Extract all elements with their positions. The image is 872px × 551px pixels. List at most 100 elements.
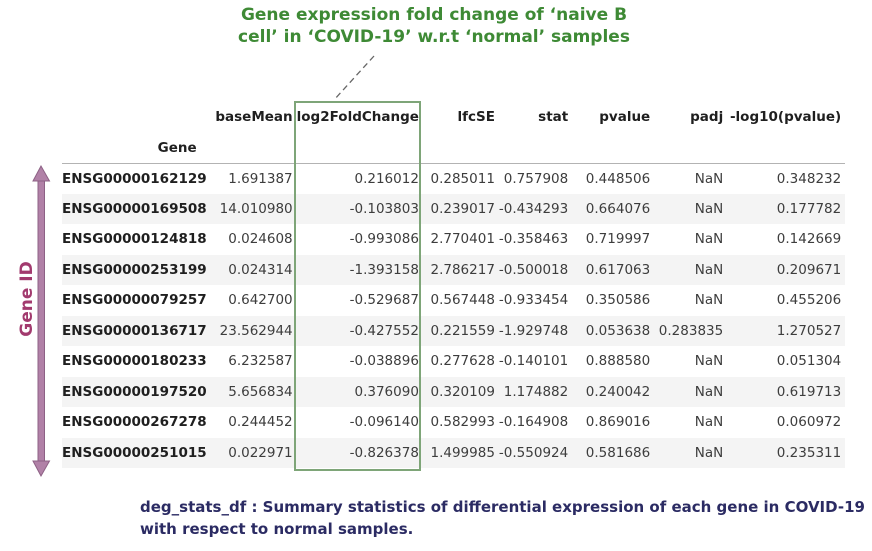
value-cell: -0.358463: [498, 231, 569, 248]
value-cell: 0.024608: [228, 231, 293, 248]
value-cell: -0.933454: [498, 292, 569, 309]
value-cell: -0.164908: [498, 414, 569, 431]
table-row: ENSG00000267278 0.244452 -0.096140 0.582993…: [62, 407, 845, 438]
value-cell: NaN: [694, 200, 724, 217]
value-cell: -1.393158: [349, 261, 419, 278]
value-cell: 0.448506: [585, 170, 651, 187]
value-cell: 0.285011: [430, 170, 495, 187]
value-cell: 0.581686: [585, 444, 651, 461]
value-cell: 0.209671: [776, 261, 842, 278]
gene-id-cell: ENSG00000136717: [62, 322, 207, 339]
table-row: ENSG00000162129 1.691387 0.216012 0.285011 0…: [62, 163, 845, 194]
value-cell: 0.177782: [776, 200, 842, 217]
table-row: ENSG00000197520 5.656834 0.376090 0.320109 1…: [62, 376, 846, 407]
figure-caption-line2: with respect to normal samples.: [140, 519, 414, 538]
value-cell: NaN: [694, 353, 724, 370]
value-cell: -0.103803: [349, 200, 419, 217]
table-row: ENSG00000169508 14.010980 -0.103803 0.23901…: [62, 193, 846, 224]
value-cell: -0.500018: [498, 261, 569, 278]
value-cell: 0.320109: [430, 383, 495, 400]
value-cell: 2.770401: [430, 231, 495, 248]
value-cell: 0.024314: [228, 261, 293, 278]
value-cell: 1.270527: [776, 322, 842, 339]
index-row-blank-cell: [422, 133, 499, 164]
column-header: pvalue: [599, 109, 651, 125]
annotation-title-line1: Gene expression fold change of ‘naive B: [240, 5, 628, 25]
table-body: ENSG00000162129 1.691387 0.216012 0.285011 0…: [62, 163, 846, 468]
gene-id-cell: ENSG00000079257: [62, 292, 207, 309]
value-cell: 0.619713: [776, 383, 842, 400]
index-row-blank-cell: [654, 133, 728, 164]
value-cell: 0.244452: [228, 414, 293, 431]
value-cell: NaN: [694, 414, 724, 431]
table-row: ENSG00000253199 0.024314 -1.393158 2.786217…: [62, 254, 846, 285]
value-cell: 0.719997: [585, 231, 651, 248]
value-cell: -0.993086: [349, 231, 419, 248]
value-cell: 0.567448: [430, 292, 495, 309]
value-cell: 0.216012: [354, 170, 419, 187]
column-header: padj: [690, 109, 724, 125]
table-row: ENSG00000180233 6.232587 -0.038896 0.277628…: [62, 346, 845, 377]
deg-stats-table: baseMean log2FoldChange lfcSE stat pvalue pad…: [62, 101, 846, 468]
figure-caption: deg_stats_df : Summary statistics of dif…: [140, 497, 870, 540]
column-header: lfcSE: [457, 109, 495, 125]
value-cell: -0.427552: [349, 322, 419, 339]
value-cell: 0.277628: [430, 353, 495, 370]
column-header: stat: [538, 109, 569, 125]
value-cell: 0.053638: [585, 322, 651, 339]
value-cell: 0.235311: [776, 444, 842, 461]
value-cell: 6.232587: [228, 353, 293, 370]
value-cell: 0.239017: [430, 200, 495, 217]
value-cell: -0.096140: [349, 414, 419, 431]
gene-id-cell: ENSG00000267278: [62, 414, 207, 431]
column-header: baseMean: [215, 109, 293, 125]
value-cell: -0.550924: [498, 444, 569, 461]
value-cell: 1.691387: [228, 170, 293, 187]
value-cell: 0.348232: [776, 170, 842, 187]
value-cell: 1.499985: [430, 444, 495, 461]
table-row: ENSG00000136717 23.562944 -0.427552 0.22155…: [62, 315, 846, 346]
value-cell: 0.142669: [776, 231, 842, 248]
table-index-name-row: Gene: [62, 133, 846, 164]
gene-id-cell: ENSG00000162129: [62, 170, 207, 187]
index-row-blank-cell: [727, 133, 846, 164]
gene-id-cell: ENSG00000253199: [62, 261, 207, 278]
value-cell: NaN: [694, 444, 724, 461]
gene-id-cell: ENSG00000180233: [62, 353, 207, 370]
value-cell: 0.757908: [503, 170, 569, 187]
column-header: log2FoldChange: [296, 109, 419, 125]
table-column-header-row: baseMean log2FoldChange lfcSE stat pvalue pad…: [62, 101, 845, 133]
value-cell: -1.929748: [498, 322, 569, 339]
value-cell: 14.010980: [219, 200, 293, 217]
value-cell: 5.656834: [228, 383, 293, 400]
value-cell: 0.240042: [585, 383, 651, 400]
index-name-cell: Gene: [62, 133, 211, 164]
value-cell: 0.022971: [228, 444, 293, 461]
index-row-blank-cell: [210, 133, 297, 164]
value-cell: 0.350586: [585, 292, 651, 309]
value-cell: 2.786217: [430, 261, 495, 278]
value-cell: 0.376090: [354, 383, 419, 400]
index-row-blank-cell: [296, 133, 423, 164]
value-cell: 0.888580: [585, 353, 651, 370]
value-cell: 0.617063: [585, 261, 651, 278]
value-cell: NaN: [694, 292, 724, 309]
value-cell: -0.826378: [349, 444, 419, 461]
value-cell: 0.060972: [776, 414, 842, 431]
value-cell: 0.283835: [658, 322, 724, 339]
index-row-blank-cell: [572, 133, 655, 164]
value-cell: -0.434293: [498, 200, 569, 217]
table-row: ENSG00000251015 0.022971 -0.826378 1.499985…: [62, 437, 846, 468]
value-cell: 0.455206: [776, 292, 842, 309]
value-cell: 0.664076: [585, 200, 651, 217]
value-cell: 0.582993: [430, 414, 495, 431]
gene-id-axis-label: Gene ID: [17, 261, 37, 337]
column-header: -log10(pvalue): [729, 109, 842, 125]
value-cell: NaN: [694, 383, 724, 400]
annotation-title: Gene expression fold change of ‘naive B …: [161, 4, 707, 48]
figure-caption-line1: deg_stats_df : Summary statistics of dif…: [140, 498, 865, 516]
value-cell: 23.562944: [219, 322, 293, 339]
value-cell: NaN: [694, 261, 724, 278]
value-cell: 0.642700: [228, 292, 293, 309]
